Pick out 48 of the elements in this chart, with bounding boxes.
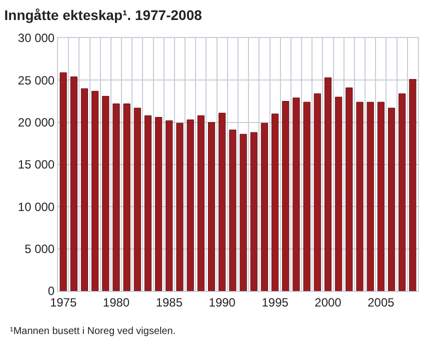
bar xyxy=(240,134,247,291)
y-tick-label: 10 000 xyxy=(18,200,55,214)
y-tick-label: 20 000 xyxy=(18,116,55,130)
bar xyxy=(218,112,226,291)
bar xyxy=(292,98,300,291)
bar xyxy=(123,104,130,291)
bar xyxy=(229,130,236,291)
bar xyxy=(398,93,406,291)
bar xyxy=(388,108,396,291)
y-tick-label: 25 000 xyxy=(18,73,55,88)
bar xyxy=(197,115,204,291)
bar xyxy=(102,96,110,291)
y-tick-label: 30 000 xyxy=(18,31,55,46)
bar xyxy=(155,117,162,291)
bar xyxy=(176,122,184,291)
bar xyxy=(346,88,353,291)
x-tick-label: 1995 xyxy=(262,295,289,310)
y-tick-label: 15 000 xyxy=(18,158,55,172)
x-tick-label: 2000 xyxy=(314,295,342,310)
text: ¹Mannen busett i Noreg ved vigselen. xyxy=(10,326,176,337)
bar xyxy=(60,72,67,291)
bar xyxy=(335,96,342,291)
bar xyxy=(208,122,216,291)
bar xyxy=(377,102,384,291)
bar xyxy=(144,115,152,291)
x-tick-label: 2005 xyxy=(368,295,395,310)
bar xyxy=(134,108,141,291)
bar xyxy=(186,120,194,291)
bar xyxy=(356,102,364,291)
x-tick-label: 1985 xyxy=(156,295,183,310)
x-tick-label: 1980 xyxy=(102,295,130,310)
bar xyxy=(166,120,173,291)
bar xyxy=(272,114,279,291)
bar xyxy=(80,88,88,291)
bar xyxy=(250,132,258,291)
y-tick-label: 5 000 xyxy=(24,242,55,256)
bar xyxy=(366,102,374,291)
bar xyxy=(260,122,268,291)
chart-title: Inngåtte ekteskap¹. 1977-2008 xyxy=(4,7,202,24)
bar xyxy=(282,101,290,291)
bar xyxy=(314,93,321,291)
bar xyxy=(409,79,416,291)
x-tick-label: 1990 xyxy=(208,295,236,310)
bar xyxy=(92,90,99,291)
bar xyxy=(70,76,78,291)
bar xyxy=(303,102,310,291)
bar xyxy=(112,104,120,291)
bar xyxy=(324,77,332,291)
